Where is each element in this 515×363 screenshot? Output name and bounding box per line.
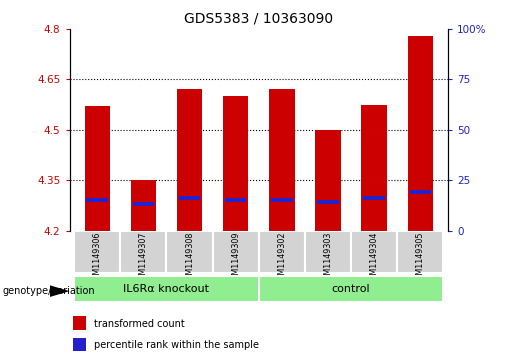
- FancyBboxPatch shape: [259, 231, 305, 273]
- Bar: [132, 202, 154, 207]
- Text: GSM1149302: GSM1149302: [278, 232, 286, 285]
- Text: GSM1149309: GSM1149309: [231, 232, 240, 285]
- Bar: [131, 180, 156, 231]
- Bar: [317, 200, 339, 204]
- Text: GSM1149306: GSM1149306: [93, 232, 102, 285]
- Bar: [84, 106, 110, 231]
- Bar: [362, 105, 387, 231]
- Text: GSM1149305: GSM1149305: [416, 232, 425, 285]
- Text: GSM1149308: GSM1149308: [185, 232, 194, 285]
- Text: genotype/variation: genotype/variation: [3, 286, 95, 297]
- Bar: [409, 190, 431, 195]
- Bar: [223, 96, 248, 231]
- Bar: [315, 130, 341, 231]
- Bar: [87, 198, 108, 203]
- Bar: [177, 89, 202, 231]
- FancyBboxPatch shape: [74, 276, 259, 302]
- Bar: [364, 196, 385, 200]
- Text: control: control: [332, 284, 370, 294]
- FancyBboxPatch shape: [305, 231, 351, 273]
- FancyBboxPatch shape: [213, 231, 259, 273]
- Text: percentile rank within the sample: percentile rank within the sample: [94, 340, 259, 350]
- FancyBboxPatch shape: [121, 231, 166, 273]
- FancyBboxPatch shape: [351, 231, 397, 273]
- Text: IL6Rα knockout: IL6Rα knockout: [124, 284, 210, 294]
- Bar: [408, 36, 433, 231]
- FancyBboxPatch shape: [397, 231, 443, 273]
- Text: transformed count: transformed count: [94, 319, 185, 329]
- Bar: [225, 198, 247, 203]
- Polygon shape: [50, 285, 70, 297]
- FancyBboxPatch shape: [74, 231, 121, 273]
- Text: GSM1149307: GSM1149307: [139, 232, 148, 285]
- FancyBboxPatch shape: [166, 231, 213, 273]
- Text: GSM1149304: GSM1149304: [370, 232, 379, 285]
- Title: GDS5383 / 10363090: GDS5383 / 10363090: [184, 11, 333, 25]
- FancyBboxPatch shape: [259, 276, 443, 302]
- Bar: [73, 338, 87, 351]
- Text: GSM1149303: GSM1149303: [323, 232, 333, 285]
- Bar: [269, 89, 295, 231]
- Bar: [73, 317, 87, 330]
- Bar: [271, 198, 293, 203]
- Bar: [179, 196, 200, 200]
